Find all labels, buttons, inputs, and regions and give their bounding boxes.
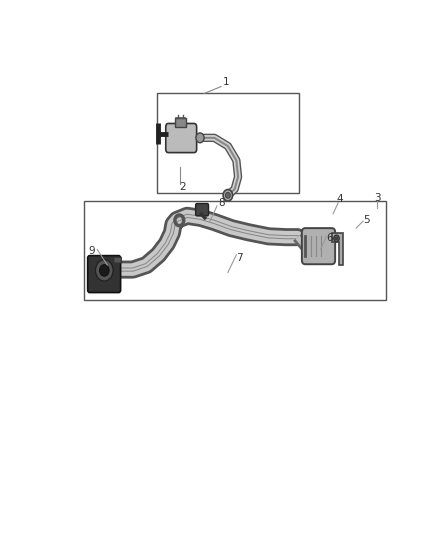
Circle shape [196,133,204,143]
FancyBboxPatch shape [302,228,335,264]
Text: 1: 1 [223,77,230,87]
FancyBboxPatch shape [114,257,121,263]
FancyBboxPatch shape [166,124,197,152]
Text: 9: 9 [88,246,95,256]
Text: 8: 8 [218,198,224,208]
Text: 6: 6 [326,233,333,244]
Bar [156,93,299,193]
Circle shape [95,260,113,281]
Text: 2: 2 [180,182,187,192]
Circle shape [223,190,233,201]
Polygon shape [332,233,343,265]
Circle shape [335,237,338,240]
Circle shape [99,265,109,276]
FancyBboxPatch shape [88,256,120,293]
Bar [175,118,186,127]
Bar [84,201,386,300]
Text: 5: 5 [363,215,370,225]
Text: 3: 3 [374,193,381,203]
Circle shape [226,192,230,198]
Text: 4: 4 [336,195,343,204]
Circle shape [334,235,339,241]
Text: 7: 7 [237,253,243,263]
FancyBboxPatch shape [196,204,208,216]
